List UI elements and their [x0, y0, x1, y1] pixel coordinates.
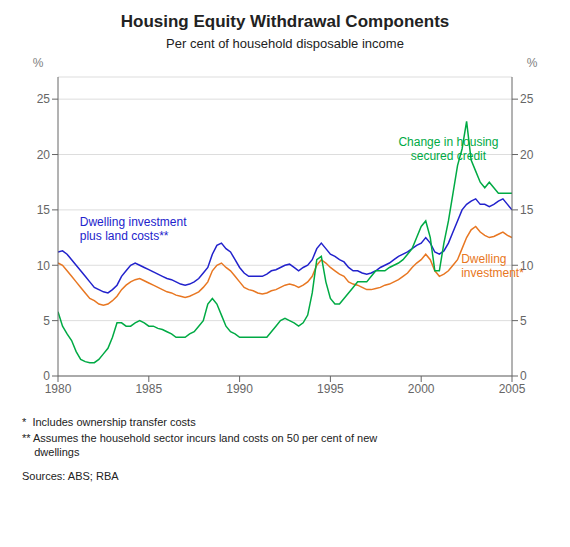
svg-text:%: %: [33, 56, 44, 70]
svg-text:0: 0: [43, 369, 50, 383]
svg-text:25: 25: [37, 92, 51, 106]
html-text:* Includes ownership transfer: * Includes ownership transfer costs: [22, 416, 196, 428]
svg-text:1995: 1995: [317, 382, 344, 396]
svg-text:1980: 1980: [45, 382, 72, 396]
html-text:Per cent of household disposab: Per cent of household disposable income: [166, 36, 404, 51]
svg-text:20: 20: [520, 148, 534, 162]
svg-text:5: 5: [43, 314, 50, 328]
svg-text:1985: 1985: [135, 382, 162, 396]
svg-text:Dwelling investmentplus land c: Dwelling investmentplus land costs**: [80, 215, 187, 243]
svg-text:2000: 2000: [408, 382, 435, 396]
svg-text:15: 15: [37, 203, 51, 217]
html-text:** Assumes the household secto: ** Assumes the household sector incurs l…: [22, 432, 378, 458]
html-text:Housing Equity Withdrawal Comp: Housing Equity Withdrawal Components: [120, 12, 450, 31]
svg-text:10: 10: [37, 259, 51, 273]
svg-text:5: 5: [520, 314, 527, 328]
svg-text:Change in housingsecured credi: Change in housingsecured credit: [398, 135, 498, 163]
svg-text:15: 15: [520, 203, 534, 217]
svg-text:1990: 1990: [226, 382, 253, 396]
svg-text:0: 0: [520, 369, 527, 383]
svg-text:20: 20: [37, 148, 51, 162]
svg-text:2005: 2005: [499, 382, 526, 396]
html-text:Sources: ABS; RBA: Sources: ABS; RBA: [22, 470, 119, 482]
svg-text:Dwellinginvestment*: Dwellinginvestment*: [461, 252, 524, 280]
svg-text:25: 25: [520, 92, 534, 106]
svg-text:%: %: [527, 56, 538, 70]
svg-text:10: 10: [520, 259, 534, 273]
